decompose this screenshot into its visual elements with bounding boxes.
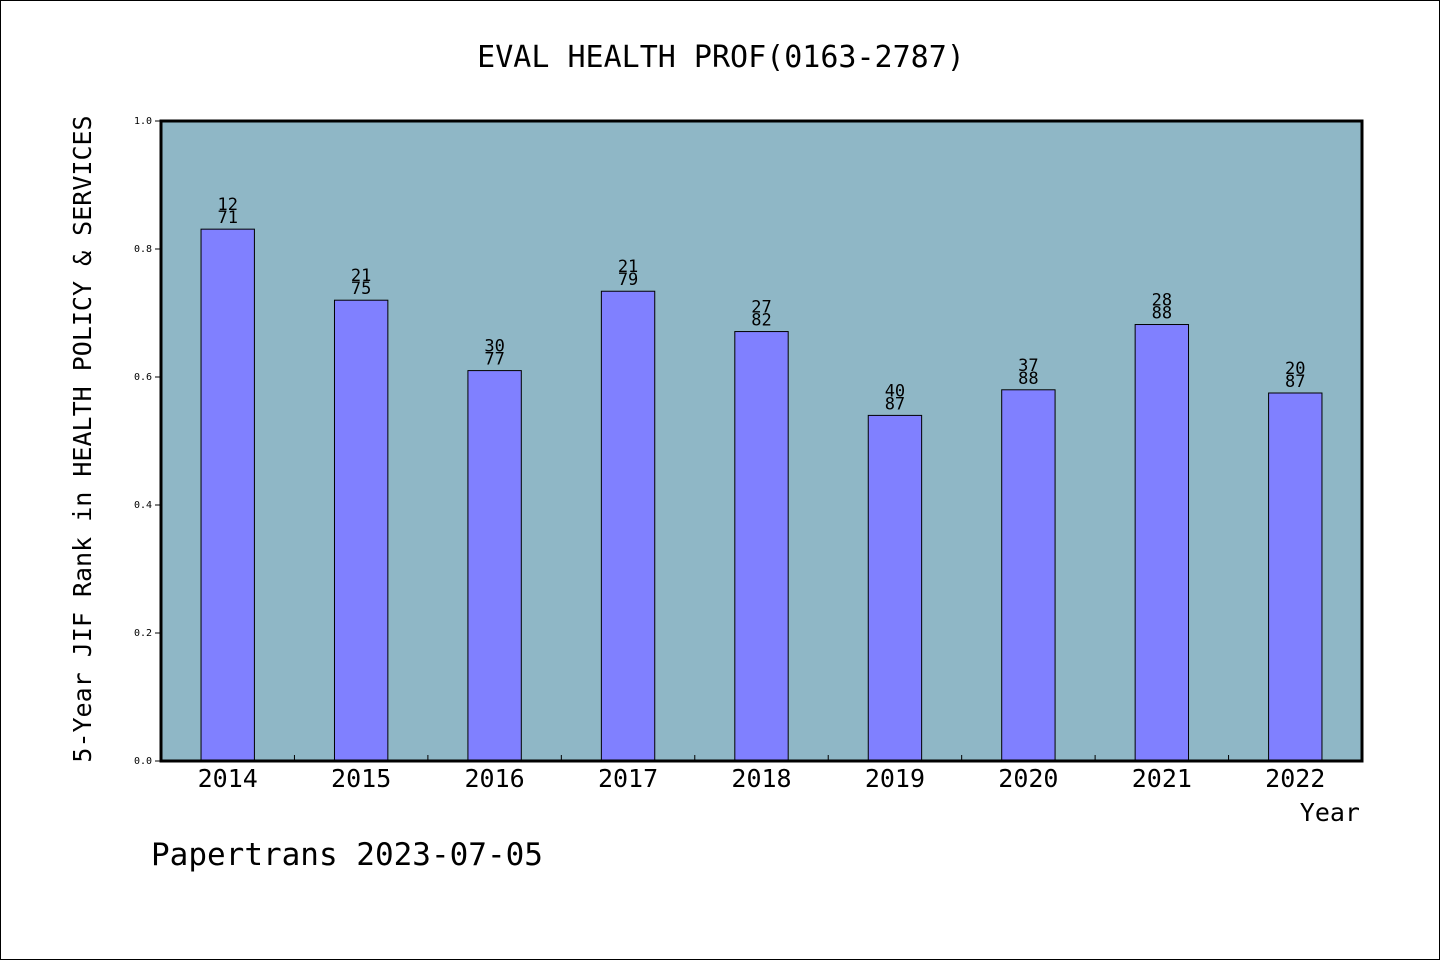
bar-label-top: 12 xyxy=(217,195,237,215)
bar-label-bottom: 88 xyxy=(1018,369,1038,389)
bar-2020 xyxy=(1001,389,1056,762)
x-tick-label: 2018 xyxy=(731,764,791,793)
bar-label-top: 21 xyxy=(618,257,638,277)
bar-label-bottom: 75 xyxy=(351,279,371,299)
x-tick-label: 2019 xyxy=(865,764,925,793)
bar-label-bottom: 79 xyxy=(618,270,638,290)
y-tick-label: 1.0 xyxy=(134,116,152,127)
x-tick-label: 2021 xyxy=(1132,764,1192,793)
bar-label-bottom: 77 xyxy=(484,350,504,370)
x-axis-label: Year xyxy=(1300,798,1360,827)
footer-credit: Papertrans 2023-07-05 xyxy=(151,837,543,873)
x-tick-label: 2015 xyxy=(331,764,391,793)
bar-label-bottom: 87 xyxy=(1285,372,1305,392)
x-tick-label: 2014 xyxy=(198,764,258,793)
bar-label-bottom: 71 xyxy=(217,208,237,228)
plot-frame xyxy=(159,119,1364,763)
x-tick-label: 2020 xyxy=(998,764,1058,793)
bar-label-top: 40 xyxy=(885,381,905,401)
bar-2021 xyxy=(1134,324,1190,762)
bar-2016 xyxy=(467,370,522,762)
bar-2022 xyxy=(1268,392,1323,762)
y-tick-label: 0.4 xyxy=(134,500,152,511)
x-tick-label: 2016 xyxy=(465,764,525,793)
y-tick-label: 0.2 xyxy=(134,628,152,639)
bar-label-top: 21 xyxy=(351,266,371,286)
bar-label-top: 28 xyxy=(1152,291,1172,311)
bar-label-bottom: 87 xyxy=(885,394,905,414)
bar-2018 xyxy=(734,331,789,762)
x-tick-label: 2017 xyxy=(598,764,658,793)
bar-2019 xyxy=(867,414,923,762)
bar-label-top: 37 xyxy=(1018,356,1038,376)
bar-2017 xyxy=(600,290,656,762)
bar-label-bottom: 88 xyxy=(1152,304,1172,324)
chart-title: EVAL HEALTH PROF(0163-2787) xyxy=(477,40,965,75)
y-tick-label: 0.0 xyxy=(134,756,152,767)
y-axis-label: 5-Year JIF Rank in HEALTH POLICY & SERVI… xyxy=(68,115,97,762)
y-tick-label: 0.8 xyxy=(134,244,152,255)
bar-label-bottom: 82 xyxy=(751,311,771,331)
bar-2014 xyxy=(200,228,255,762)
bar-label-top: 30 xyxy=(484,337,504,357)
bar-label-top: 20 xyxy=(1285,359,1305,379)
y-tick-label: 0.6 xyxy=(134,372,152,383)
x-tick-label: 2022 xyxy=(1265,764,1325,793)
bar-2015 xyxy=(333,299,389,762)
bar-label-top: 27 xyxy=(751,298,771,318)
